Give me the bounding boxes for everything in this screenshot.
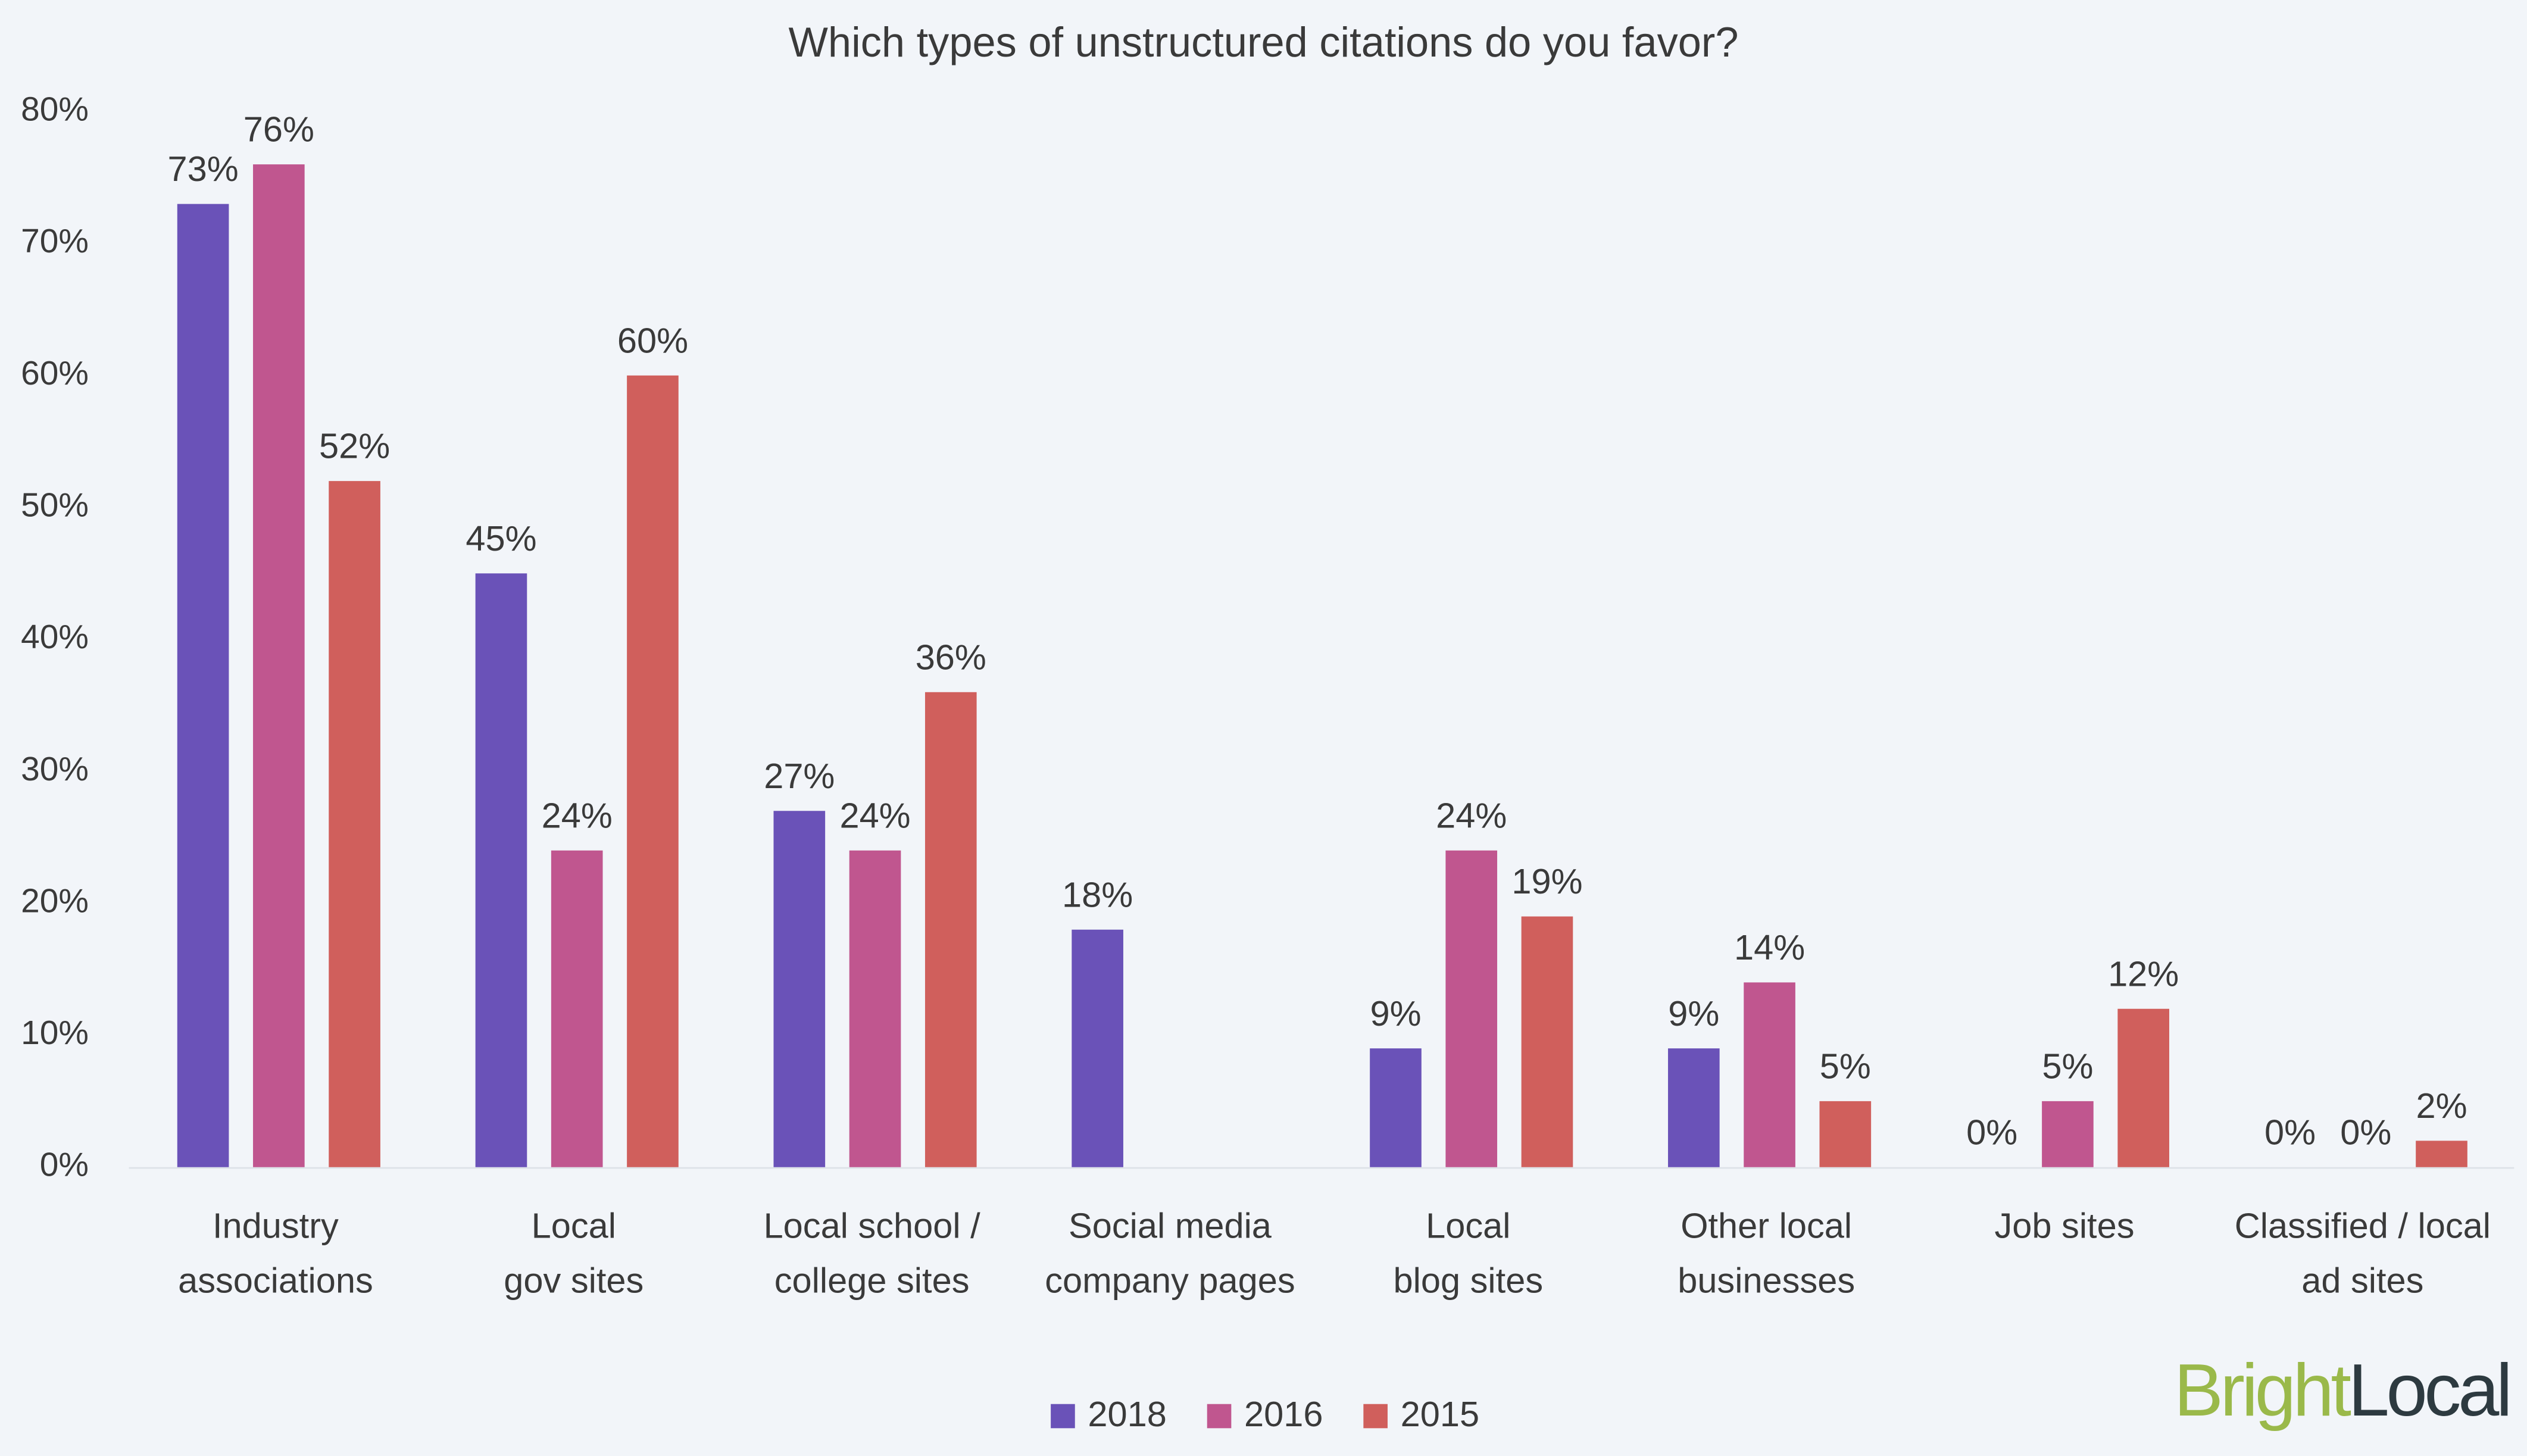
value-label: 24%	[542, 795, 613, 835]
bar	[475, 573, 527, 1167]
value-label: 0%	[2340, 1112, 2391, 1152]
bar	[253, 164, 305, 1167]
value-label: 52%	[319, 426, 390, 466]
y-tick-label: 10%	[21, 1014, 89, 1052]
bar	[773, 811, 826, 1167]
value-label: 2%	[2416, 1086, 2467, 1126]
value-label: 76%	[243, 110, 314, 149]
x-tick-label: ad sites	[2301, 1260, 2423, 1300]
x-tick-label: Job sites	[1995, 1205, 2135, 1245]
value-label: 14%	[1734, 927, 1805, 967]
bar	[177, 204, 229, 1167]
bar	[2416, 1141, 2467, 1167]
bar	[1370, 1048, 1422, 1167]
value-label: 0%	[2264, 1112, 2316, 1152]
y-tick-label: 60%	[21, 355, 89, 392]
bar	[924, 692, 977, 1167]
x-tick-label: Social media	[1069, 1205, 1272, 1245]
bar	[1445, 850, 1498, 1167]
value-label: 73%	[168, 149, 239, 189]
legend-swatch	[1363, 1404, 1388, 1429]
value-label: 5%	[2042, 1046, 2093, 1086]
y-tick-label: 70%	[21, 223, 89, 260]
chart-title: Which types of unstructured citations do…	[789, 18, 1739, 65]
x-tick-label: Local	[1426, 1205, 1510, 1245]
x-tick-label: businesses	[1678, 1260, 1855, 1300]
value-label: 9%	[1370, 993, 1421, 1033]
bar	[1819, 1101, 1872, 1167]
x-tick-label: Local school /	[764, 1205, 981, 1245]
legend-label: 2015	[1401, 1394, 1479, 1434]
value-label: 27%	[764, 756, 835, 796]
legend-label: 2016	[1244, 1394, 1323, 1434]
bar	[1668, 1048, 1720, 1167]
bar	[551, 850, 603, 1167]
bar	[1072, 929, 1123, 1167]
y-tick-label: 0%	[40, 1146, 89, 1184]
value-label: 0%	[1966, 1112, 2017, 1152]
y-tick-label: 20%	[21, 882, 89, 920]
x-tick-label: company pages	[1045, 1260, 1295, 1300]
legend-label: 2018	[1088, 1394, 1166, 1434]
value-label: 24%	[839, 795, 910, 835]
bar	[2042, 1101, 2094, 1167]
x-tick-label: gov sites	[504, 1260, 644, 1300]
x-tick-label: blog sites	[1394, 1260, 1544, 1300]
logo-part: Bright	[2174, 1349, 2351, 1432]
legend-swatch	[1051, 1404, 1075, 1429]
bar	[849, 850, 901, 1167]
bar	[329, 481, 380, 1167]
value-label: 24%	[1436, 795, 1507, 835]
x-tick-label: college sites	[774, 1260, 970, 1300]
x-tick-label: Other local	[1680, 1205, 1852, 1245]
y-tick-label: 50%	[21, 486, 89, 524]
value-label: 45%	[466, 518, 536, 558]
bar	[2117, 1008, 2169, 1167]
value-label: 9%	[1668, 993, 1719, 1033]
value-label: 18%	[1062, 874, 1133, 914]
x-tick-label: Classified / local	[2235, 1205, 2491, 1245]
logo-part: Local	[2348, 1349, 2510, 1432]
bar	[627, 375, 679, 1167]
value-label: 12%	[2108, 954, 2179, 993]
bar	[1521, 916, 1573, 1167]
bar	[1744, 982, 1795, 1167]
value-label: 60%	[617, 320, 688, 360]
x-tick-label: Local	[532, 1205, 616, 1245]
logo: BrightLocal	[2174, 1349, 2509, 1432]
value-label: 5%	[1820, 1046, 1871, 1086]
value-label: 36%	[916, 637, 986, 677]
legend-swatch	[1207, 1404, 1232, 1429]
x-tick-label: Industry	[213, 1205, 339, 1245]
y-tick-label: 30%	[21, 751, 89, 788]
value-label: 19%	[1511, 861, 1582, 901]
y-tick-label: 40%	[21, 618, 89, 656]
x-tick-label: associations	[178, 1260, 373, 1300]
y-tick-label: 80%	[21, 90, 89, 128]
